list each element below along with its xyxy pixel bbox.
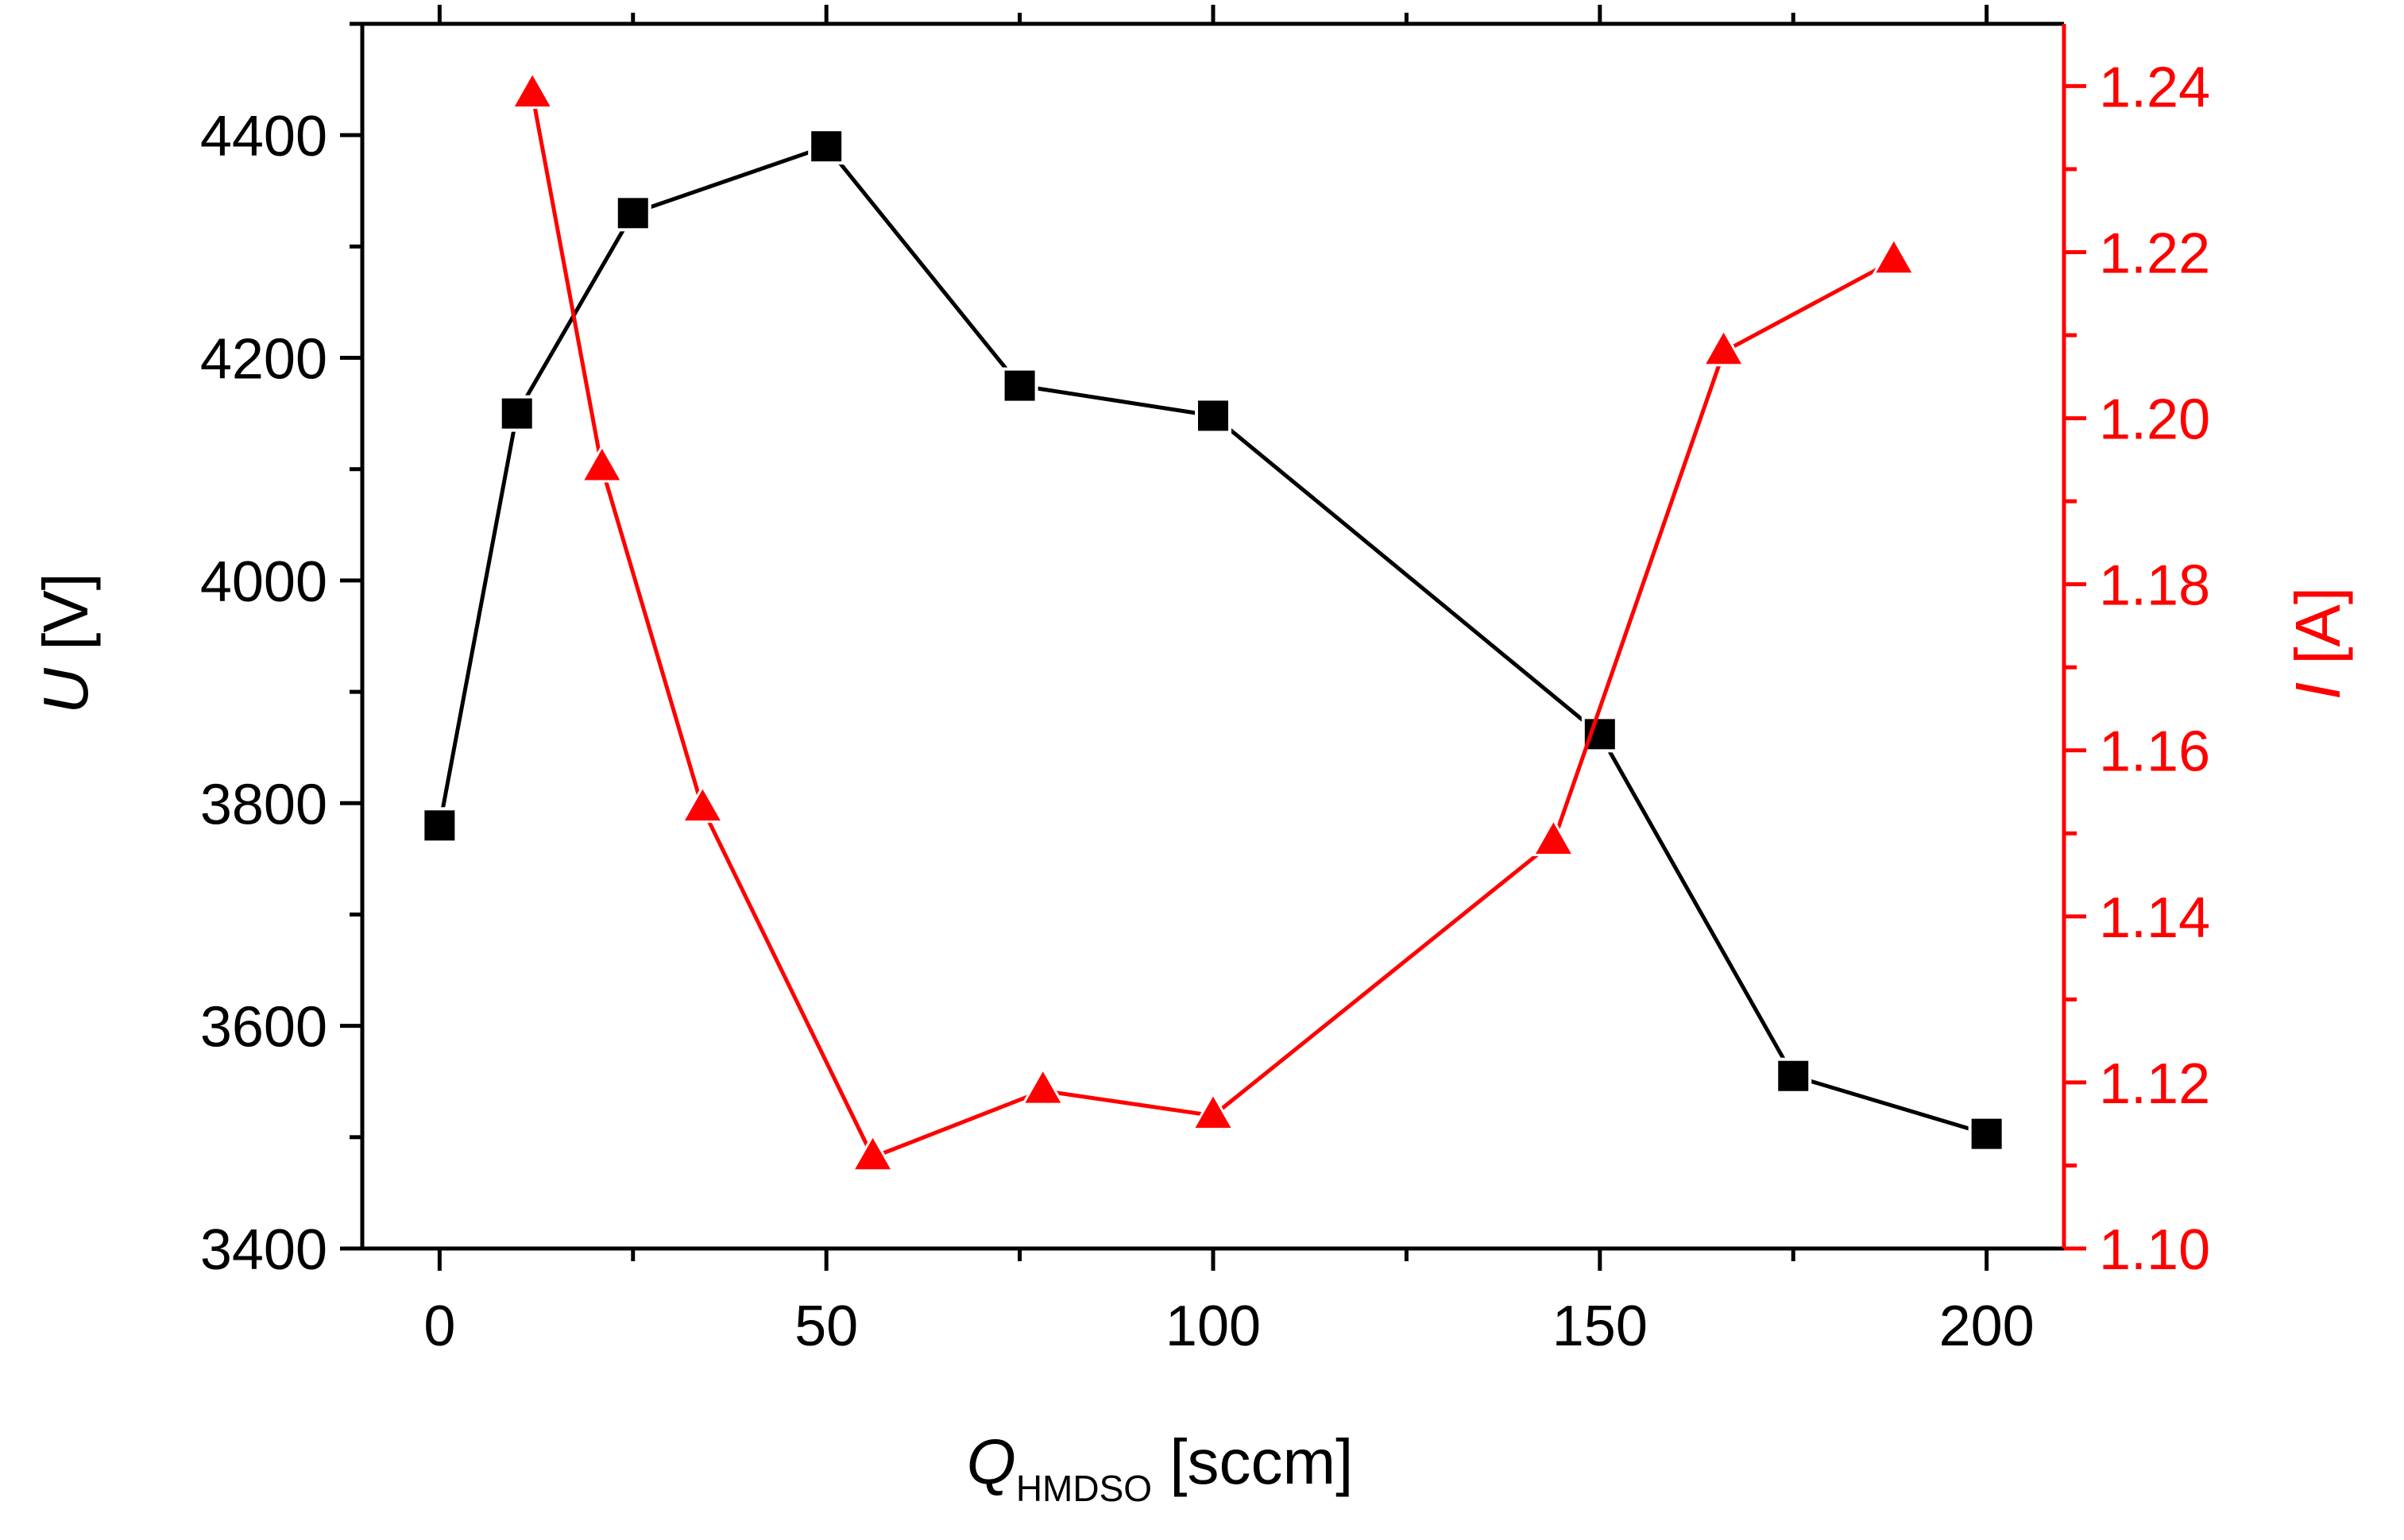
data-point-square — [614, 195, 651, 232]
right-y-tick-label: 1.20 — [2099, 388, 2210, 452]
data-point-triangle — [1191, 1091, 1235, 1130]
right-y-axis-ticks: 1.10 1.12 1.14 1.16 1.18 1.20 1.22 1.24 — [2064, 56, 2210, 1282]
right-y-tick-label: 1.12 — [2099, 1052, 2210, 1116]
x-axis-ticks: 0 50 100 150 200 — [423, 5, 2035, 1358]
x-axis-unit: [sccm] — [1169, 1426, 1353, 1497]
x-axis-title: QHMDSO [sccm] — [967, 1426, 1354, 1509]
left-y-tick-label: 4400 — [200, 105, 327, 168]
right-y-tick-label: 1.18 — [2099, 554, 2210, 618]
left-y-tick-label: 3400 — [200, 1218, 327, 1282]
x-tick-label: 100 — [1165, 1295, 1261, 1358]
x-axis-symbol: Q — [967, 1426, 1016, 1497]
right-y-tick-label: 1.22 — [2099, 222, 2210, 285]
data-point-square — [808, 128, 845, 165]
right-y-axis-title: I [A] — [2282, 587, 2353, 700]
data-point-triangle — [580, 443, 624, 483]
data-point-triangle — [1872, 236, 1916, 276]
data-point-square — [1775, 1057, 1812, 1094]
plot-series — [421, 70, 2005, 1172]
data-point-triangle — [1021, 1067, 1065, 1106]
data-point-square — [421, 807, 458, 844]
data-point-triangle — [1531, 817, 1575, 856]
left-y-tick-label: 3600 — [200, 996, 327, 1059]
left-y-axis-ticks: 3400 3600 3800 4000 4200 4400 — [200, 21, 362, 1282]
x-tick-label: 50 — [794, 1295, 858, 1358]
data-point-square — [1001, 367, 1038, 404]
x-tick-label: 200 — [1939, 1295, 2035, 1358]
data-point-triangle — [680, 784, 725, 824]
data-point-square — [498, 395, 535, 432]
left-y-axis-symbol: U — [30, 667, 101, 714]
x-tick-label: 0 — [423, 1295, 455, 1358]
right-y-axis-unit: [A] — [2282, 587, 2353, 665]
right-y-tick-label: 1.24 — [2099, 56, 2210, 119]
right-y-axis-unit-spacer — [2282, 665, 2353, 682]
x-axis-subscript: HMDSO — [1016, 1468, 1152, 1509]
left-y-tick-label: 3800 — [200, 773, 327, 836]
data-point-square — [1195, 397, 1231, 434]
left-y-tick-label: 4200 — [200, 328, 327, 392]
data-point-triangle — [851, 1133, 895, 1172]
data-point-triangle — [510, 70, 555, 110]
right-y-tick-label: 1.10 — [2099, 1218, 2210, 1282]
left-y-tick-label: 4000 — [200, 550, 327, 614]
right-y-tick-label: 1.14 — [2099, 886, 2210, 950]
right-y-axis-symbol: I — [2282, 682, 2353, 700]
data-point-triangle — [1702, 327, 1746, 367]
left-y-axis-unit: [V] — [30, 573, 101, 650]
right-y-tick-label: 1.16 — [2099, 720, 2210, 784]
left-y-axis-title: U [V] — [30, 573, 101, 714]
data-point-square — [1968, 1115, 2005, 1152]
x-axis-unit-spacer — [1152, 1426, 1169, 1497]
x-tick-label: 150 — [1552, 1295, 1648, 1358]
left-y-axis-unit-spacer — [30, 650, 101, 668]
